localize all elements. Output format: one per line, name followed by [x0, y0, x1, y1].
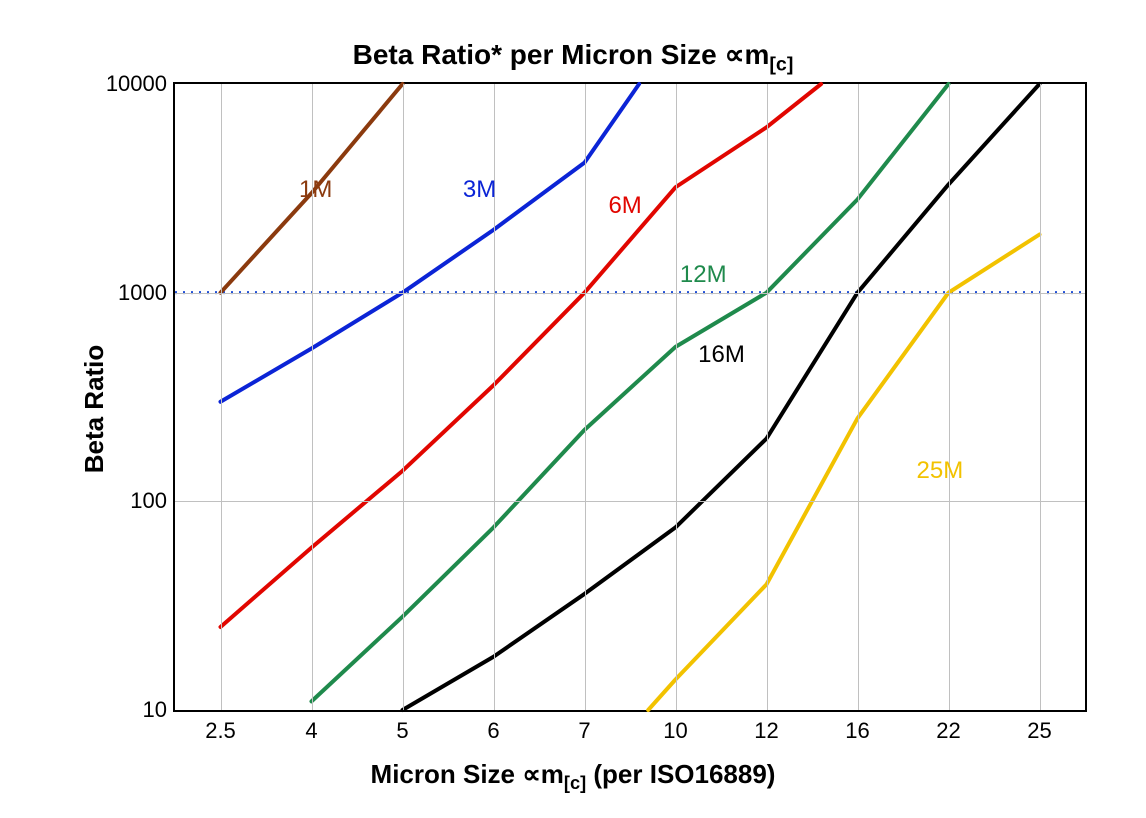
y-tick-label: 10000 [106, 71, 167, 97]
x-tick-label: 6 [487, 718, 499, 744]
series-label-25M: 25M [917, 457, 964, 485]
x-axis-label: Micron Size ∝m[c] (per ISO16889) [0, 759, 1146, 794]
series-label-12M: 12M [680, 261, 727, 289]
y-tick-label: 1000 [118, 280, 167, 306]
gridline-vertical [858, 84, 859, 710]
gridline-vertical [403, 84, 404, 710]
gridline-vertical [585, 84, 586, 710]
series-line-3M [221, 84, 640, 402]
gridline-vertical [1040, 84, 1041, 710]
y-tick-label: 100 [130, 488, 167, 514]
series-label-3M: 3M [463, 176, 496, 204]
x-tick-label: 25 [1027, 718, 1051, 744]
x-tick-label: 16 [845, 718, 869, 744]
x-axis-label-text: Micron Size ∝m[c] (per ISO16889) [371, 759, 776, 789]
gridline-vertical [221, 84, 222, 710]
chart-container: Beta Ratio* per Micron Size ∝m[c] Beta R… [0, 0, 1146, 818]
gridline-vertical [949, 84, 950, 710]
gridline-vertical [676, 84, 677, 710]
x-tick-label: 22 [936, 718, 960, 744]
y-tick-label: 10 [143, 697, 167, 723]
series-label-6M: 6M [608, 192, 641, 220]
y-axis-label: Beta Ratio [79, 345, 110, 474]
plot-area: 2.545671012162225101001000100001M3M6M12M… [173, 82, 1087, 712]
x-tick-label: 7 [578, 718, 590, 744]
x-tick-label: 5 [396, 718, 408, 744]
gridline-horizontal [175, 293, 1085, 294]
x-tick-label: 12 [754, 718, 778, 744]
x-tick-label: 2.5 [205, 718, 236, 744]
series-line-12M [312, 84, 949, 701]
x-tick-label: 4 [305, 718, 317, 744]
x-tick-label: 10 [663, 718, 687, 744]
series-line-16M [403, 84, 1040, 710]
chart-title: Beta Ratio* per Micron Size ∝m[c] [0, 38, 1146, 77]
series-label-16M: 16M [698, 341, 745, 369]
gridline-horizontal [175, 501, 1085, 502]
chart-title-text: Beta Ratio* per Micron Size ∝m[c] [353, 39, 794, 70]
series-line-25M [648, 235, 1039, 710]
series-label-1M: 1M [299, 176, 332, 204]
gridline-vertical [767, 84, 768, 710]
